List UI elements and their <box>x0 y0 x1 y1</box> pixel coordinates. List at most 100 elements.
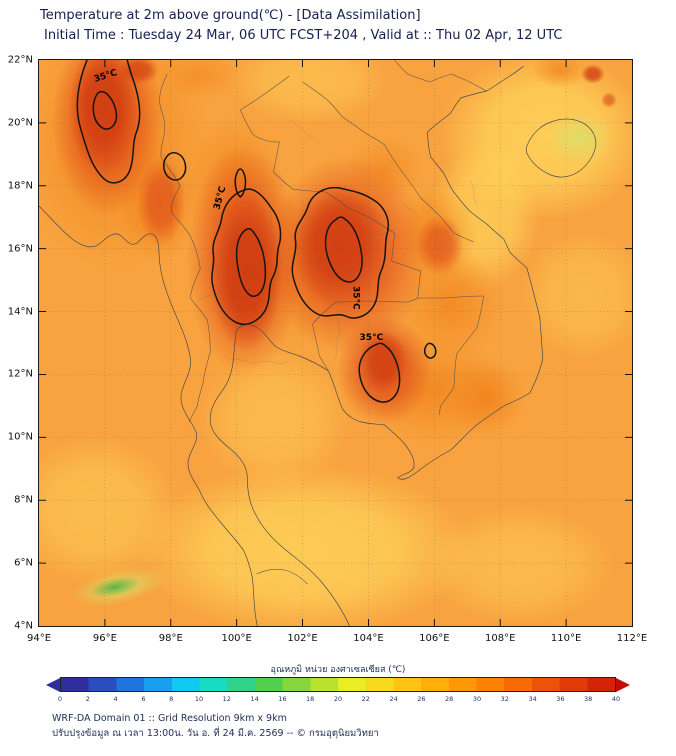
colorbar-right-arrow <box>616 677 630 692</box>
country-borders <box>159 60 487 585</box>
y-tick-label: 22°N <box>7 54 33 66</box>
heat-blob <box>580 64 605 84</box>
border-myanmar-laos <box>240 75 290 111</box>
border-myanmar-thailand <box>159 73 211 423</box>
colorbar-tick-label: 32 <box>500 695 509 703</box>
heat-blob <box>159 60 240 100</box>
colorbar-tick-label: 24 <box>389 695 398 703</box>
heat-blob <box>424 505 615 625</box>
colorbar-tick-label: 6 <box>141 695 146 703</box>
footer-model-info: WRF-DA Domain 01 :: Grid Resolution 9km … <box>52 713 287 724</box>
header: Temperature at 2m above ground(℃) - [Dat… <box>40 6 562 46</box>
contour-southeast <box>358 342 401 403</box>
heat-blob <box>199 350 350 490</box>
x-tick-label: 108°E <box>485 633 516 644</box>
border-thailand-laos-cambodia <box>240 109 421 372</box>
heat-blob <box>229 60 390 125</box>
heat-blob <box>600 92 617 108</box>
heat-blob <box>137 158 186 246</box>
colorbar-tick-label: 30 <box>472 695 482 703</box>
coastline-east <box>209 65 544 626</box>
footer-update-info: ปรับปรุงข้อมูล ณ เวลา 13:00น. วัน อ. ที่… <box>52 727 379 739</box>
coastlines <box>39 65 597 626</box>
border-thailand-malaysia <box>256 568 308 585</box>
colorbar-gradient <box>60 677 616 692</box>
y-tick-label: 4°N <box>14 620 33 632</box>
colorbar-ticks: 0 2 4 6 8 10 12 14 16 18 20 22 24 26 28 … <box>57 695 620 705</box>
heat-blob <box>291 183 388 307</box>
y-tick-label: 6°N <box>14 557 33 569</box>
border-laos-vietnam <box>302 81 474 243</box>
x-tick-label: 98°E <box>158 633 183 644</box>
hainan-island-outline <box>525 118 597 178</box>
colorbar-tick-label: 12 <box>222 695 231 703</box>
y-tick-label: 16°N <box>7 243 33 255</box>
x-tick-label: 102°E <box>287 633 318 644</box>
colorbar-tick-label: 4 <box>113 695 118 703</box>
y-tick-label: 12°N <box>7 368 33 380</box>
colorbar-tick-label: 40 <box>611 695 621 703</box>
colorbar-left-arrow <box>46 677 60 692</box>
contour-northwest <box>76 60 141 184</box>
y-tick-label: 20°N <box>7 117 33 129</box>
colorbar-title: อุณหภูมิ หน่วย องศาเซลเซียส (℃) <box>270 665 406 675</box>
heat-blob <box>134 465 475 626</box>
page-subtitle: Initial Time : Tuesday 24 Mar, 06 UTC FC… <box>44 28 563 44</box>
heat-blob <box>210 192 283 352</box>
x-tick-label: 96°E <box>92 633 117 644</box>
colorbar-tick-label: 14 <box>250 695 259 703</box>
colorbar-tick-label: 22 <box>361 695 370 703</box>
border-laos-cambodia <box>417 295 484 299</box>
heat-blob <box>531 60 588 88</box>
contour-small-north <box>234 168 247 198</box>
heat-blob <box>415 215 464 275</box>
contour-northwest-inner <box>92 91 118 130</box>
heat-blob <box>89 576 141 598</box>
colorbar-tick-label: 34 <box>528 695 537 703</box>
x-tick-label: 100°E <box>221 633 252 644</box>
x-tick-label: 106°E <box>419 633 450 644</box>
contour-label-east: 35°C <box>351 286 361 310</box>
province-boundaries <box>159 119 478 459</box>
contour-southeast-small <box>423 342 437 359</box>
colorbar-tick-label: 10 <box>194 695 204 703</box>
contour-east <box>291 186 390 319</box>
temperature-map: 35°C 35°C 35°C 35°C <box>39 60 632 626</box>
colorbar-tick-label: 38 <box>584 695 593 703</box>
coastline-west <box>39 205 258 626</box>
heat-blob <box>519 230 632 360</box>
heat-blobs <box>39 60 632 626</box>
contour-central-inner <box>235 227 267 297</box>
y-tick-label: 18°N <box>7 180 33 192</box>
x-tick-label: 104°E <box>353 633 384 644</box>
contour-small-west <box>162 152 187 181</box>
axis-ticks <box>39 60 632 626</box>
heat-blob <box>446 358 527 438</box>
colorbar-tick-label: 18 <box>306 695 315 703</box>
colorbar <box>46 677 630 692</box>
contour-east-inner <box>324 216 363 283</box>
colorbar-tick-label: 8 <box>169 695 174 703</box>
x-tick-label: 110°E <box>550 633 582 644</box>
y-tick-label: 8°N <box>14 494 33 506</box>
y-tick-label: 14°N <box>7 306 33 318</box>
colorbar-tick-label: 36 <box>556 695 565 703</box>
border-vietnam-china <box>394 60 487 92</box>
colorbar-tick-label: 26 <box>417 695 426 703</box>
heat-blob <box>545 112 614 164</box>
colorbar-tick-label: 0 <box>57 695 63 703</box>
x-tick-label: 94°E <box>26 633 52 644</box>
page-title: Temperature at 2m above ground(℃) - [Dat… <box>40 8 421 23</box>
heat-blob <box>39 435 180 585</box>
map-plot: 35°C 35°C 35°C 35°C <box>8 55 647 645</box>
y-tick-label: 10°N <box>7 431 33 443</box>
footer: WRF-DA Domain 01 :: Grid Resolution 9km … <box>52 712 379 741</box>
contour-35c <box>76 60 437 403</box>
colorbar-tick-label: 2 <box>85 695 90 703</box>
colorbar-tick-label: 20 <box>333 695 343 703</box>
border-cambodia-vietnam <box>439 295 485 416</box>
contour-label-southeast: 35°C <box>360 333 384 343</box>
colorbar-tick-label: 28 <box>445 695 454 703</box>
colorbar-tick-label: 16 <box>278 695 287 703</box>
